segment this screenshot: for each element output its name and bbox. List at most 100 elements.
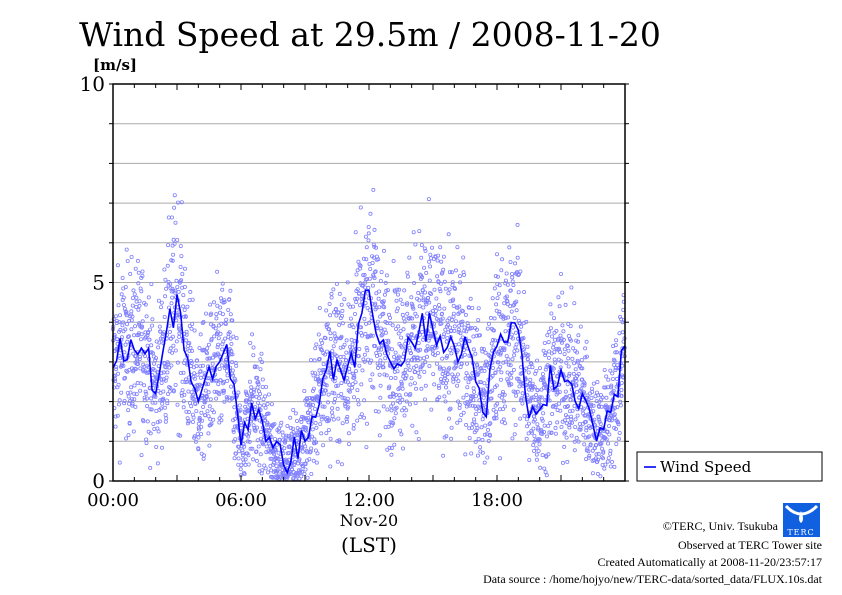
- scatter-point: [596, 415, 601, 420]
- scatter-point: [409, 332, 414, 337]
- scatter-point: [211, 410, 216, 415]
- scatter-point: [188, 345, 193, 350]
- scatter-point: [570, 408, 575, 413]
- scatter-point: [485, 427, 490, 432]
- scatter-point: [613, 366, 618, 371]
- scatter-point: [611, 388, 616, 393]
- scatter-point: [187, 400, 192, 405]
- scatter-point: [207, 404, 212, 409]
- scatter-point: [245, 392, 250, 397]
- scatter-point: [473, 439, 478, 444]
- scatter-point: [171, 389, 176, 394]
- scatter-point: [457, 310, 462, 315]
- scatter-point: [233, 378, 238, 383]
- scatter-point: [577, 421, 582, 426]
- scatter-point: [198, 332, 203, 337]
- scatter-point: [552, 316, 557, 321]
- scatter-point: [366, 238, 371, 243]
- scatter-point: [412, 280, 417, 285]
- scatter-point: [115, 263, 120, 268]
- scatter-point: [428, 291, 433, 296]
- scatter-point: [205, 346, 210, 351]
- scatter-point: [218, 331, 223, 336]
- scatter-point: [121, 302, 126, 307]
- scatter-point: [239, 463, 244, 468]
- scatter-point: [258, 391, 263, 396]
- scatter-point: [502, 392, 507, 397]
- scatter-point: [145, 404, 150, 409]
- scatter-point: [254, 425, 259, 430]
- scatter-point: [153, 356, 158, 361]
- scatter-point: [348, 344, 353, 349]
- scatter-point: [528, 377, 533, 382]
- scatter-point: [604, 395, 609, 400]
- scatter-point: [382, 305, 387, 310]
- scatter-point: [167, 365, 172, 370]
- scatter-point: [139, 324, 144, 329]
- scatter-point: [191, 392, 196, 397]
- scatter-point: [415, 348, 420, 353]
- scatter-point: [445, 322, 450, 327]
- scatter-point: [159, 445, 164, 450]
- scatter-point: [324, 308, 329, 313]
- scatter-point: [546, 340, 551, 345]
- scatter-point: [256, 382, 261, 387]
- scatter-point: [587, 453, 592, 458]
- scatter-point: [196, 425, 201, 430]
- scatter-point: [335, 383, 340, 388]
- scatter-point: [187, 298, 192, 303]
- scatter-point: [203, 388, 208, 393]
- scatter-point: [346, 400, 351, 405]
- scatter-point: [187, 341, 192, 346]
- scatter-point: [582, 381, 587, 386]
- scatter-point: [521, 342, 526, 347]
- scatter-point: [531, 395, 536, 400]
- scatter-point: [221, 339, 226, 344]
- scatter-point: [172, 193, 177, 198]
- scatter-point: [269, 402, 274, 407]
- scatter-point: [247, 400, 252, 405]
- scatter-point: [396, 324, 401, 329]
- scatter-point: [540, 372, 545, 377]
- scatter-point: [178, 244, 183, 249]
- scatter-point: [199, 410, 204, 415]
- scatter-point: [263, 394, 268, 399]
- scatter-point: [509, 382, 514, 387]
- scatter-point: [203, 413, 208, 418]
- scatter-point: [538, 366, 543, 371]
- scatter-point: [388, 321, 393, 326]
- scatter-point: [603, 462, 608, 467]
- scatter-point: [477, 408, 482, 413]
- scatter-point: [321, 443, 326, 448]
- scatter-point: [457, 405, 462, 410]
- scatter-point: [149, 407, 154, 412]
- scatter-point: [498, 377, 503, 382]
- scatter-point: [266, 422, 271, 427]
- scatter-point: [499, 370, 504, 375]
- scatter-point: [391, 392, 396, 397]
- scatter-point: [172, 205, 177, 210]
- scatter-point: [574, 389, 579, 394]
- scatter-point: [438, 377, 443, 382]
- scatter-point: [469, 451, 474, 456]
- scatter-point: [506, 362, 511, 367]
- scatter-point: [533, 397, 538, 402]
- scatter-point: [573, 367, 578, 372]
- scatter-point: [534, 393, 539, 398]
- scatter-point: [183, 314, 188, 319]
- scatter-point: [313, 377, 318, 382]
- scatter-point: [374, 305, 379, 310]
- scatter-point: [189, 326, 194, 331]
- scatter-point: [247, 439, 252, 444]
- scatter-point: [548, 420, 553, 425]
- scatter-point: [320, 340, 325, 345]
- scatter-point: [511, 367, 516, 372]
- scatter-point: [479, 425, 484, 430]
- scatter-point: [458, 280, 463, 285]
- scatter-point: [413, 401, 418, 406]
- scatter-point: [153, 394, 158, 399]
- scatter-point: [184, 332, 189, 337]
- scatter-point: [441, 254, 446, 259]
- scatter-point: [601, 456, 606, 461]
- scatter-point: [306, 410, 311, 415]
